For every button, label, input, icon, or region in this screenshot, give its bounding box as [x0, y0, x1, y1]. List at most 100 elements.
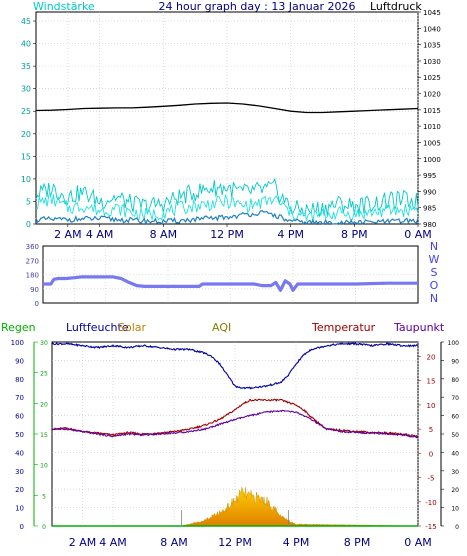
compass-label-n-bottom: N [430, 292, 438, 305]
pressure-y-tick-label: 1005 [423, 139, 441, 147]
solar-y-tick-label: 0 [455, 524, 459, 531]
solar-y-tick-label: 20 [451, 487, 459, 494]
pressure-y-tick-label: 980 [423, 221, 436, 229]
humidity-y-tick-label: 100 [11, 339, 24, 347]
wind-x-tick-label: 12 PM [210, 228, 244, 241]
rain-y-tick-label: 15 [40, 432, 48, 439]
direction-y-tick-label: 0 [35, 300, 39, 308]
combo-x-tick-label: 8 PM [344, 536, 371, 549]
solar-y-tick-label: 40 [451, 450, 459, 457]
solar-y-tick-label: 90 [451, 358, 459, 365]
temperature-y-tick-label: -10 [425, 499, 436, 507]
legend-taupunkt: Taupunkt [393, 321, 445, 334]
compass-label-n-top: N [430, 240, 438, 253]
temperature-y-tick-label: -15 [425, 523, 436, 531]
temperature-y-tick-label: 10 [427, 402, 436, 410]
temperature-y-tick-label: 0 [429, 450, 433, 458]
combo-x-tick-label: 12 PM [218, 536, 252, 549]
pressure-y-tick-label: 1020 [423, 91, 441, 99]
rain-y-tick-label: 20 [40, 401, 48, 408]
humidity-y-tick-label: 10 [15, 505, 24, 513]
compass-label-s: S [431, 266, 438, 279]
wind-x-tick-label: 8 AM [150, 228, 178, 241]
pressure-y-tick-label: 1040 [423, 25, 441, 33]
wind-x-tick-label: 0 AM [404, 228, 432, 241]
pressure-y-tick-label: 1015 [423, 107, 441, 115]
humidity-y-tick-label: 50 [15, 431, 24, 439]
temperature-y-tick-label: -5 [428, 475, 435, 483]
wind-y-tick-label: 10 [21, 175, 31, 184]
pressure-y-tick-label: 1000 [423, 156, 441, 164]
solar-y-tick-label: 50 [451, 432, 459, 439]
legend-solar: Solar [118, 321, 147, 334]
direction-y-tick-label: 90 [30, 286, 39, 294]
humidity-y-tick-label: 30 [15, 468, 24, 476]
wind-y-tick-label: 5 [26, 197, 31, 206]
rain-y-tick-label: 0 [42, 524, 46, 531]
wind-y-tick-label: 45 [21, 17, 31, 26]
temperature-line [51, 398, 419, 438]
combo-x-tick-label: 0 AM [404, 536, 432, 549]
pressure-y-tick-label: 995 [423, 172, 436, 180]
humidity-y-tick-label: 90 [15, 357, 24, 365]
humidity-y-tick-label: 60 [15, 413, 24, 421]
pressure-y-tick-label: 1030 [423, 58, 441, 66]
wind-y-tick-label: 20 [21, 130, 31, 139]
wind-y-tick-label: 35 [21, 62, 31, 71]
rain-y-tick-label: 5 [42, 493, 46, 500]
temperature-y-tick-label: 20 [427, 354, 436, 362]
rain-y-tick-label: 10 [40, 463, 48, 470]
wind-direction-layer: 0 90 180 270 360 [26, 243, 418, 308]
wind-pressure-layer: 0510152025303540459809859909951000100510… [21, 9, 441, 241]
direction-y-tick-label: 360 [26, 243, 39, 251]
wind-y-tick-label: 30 [21, 85, 31, 94]
wind-y-tick-label: 40 [21, 40, 31, 49]
humidity-line [51, 342, 419, 390]
chart-title: 24 hour graph day : 13 Januar 2026 [159, 0, 356, 13]
pressure-y-tick-label: 1010 [423, 123, 441, 131]
humidity-y-tick-label: 20 [15, 486, 24, 494]
pressure-y-tick-label: 1025 [423, 74, 441, 82]
pressure-y-tick-label: 985 [423, 205, 436, 213]
solar-y-tick-label: 80 [451, 377, 459, 384]
direction-y-tick-label: 180 [26, 272, 39, 280]
wind-y-tick-label: 15 [21, 152, 31, 161]
wind-x-tick-label: 4 AM [86, 228, 114, 241]
solar-y-tick-label: 60 [451, 414, 459, 421]
rain-y-tick-label: 30 [40, 340, 48, 347]
wind-average-line [35, 210, 419, 226]
wind-x-tick-label: 8 PM [341, 228, 368, 241]
pressure-y-tick-label: 1035 [423, 42, 441, 50]
pressure-line [35, 102, 419, 114]
wind-gust-line [35, 177, 419, 218]
pressure-y-tick-label: 990 [423, 188, 436, 196]
temperature-y-tick-label: 15 [427, 378, 436, 386]
combo-x-tick-label: 8 AM [160, 536, 188, 549]
pressure-y-tick-label: 1045 [423, 9, 441, 17]
humidity-y-tick-label: 70 [15, 394, 24, 402]
wind-x-tick-label: 2 AM [54, 228, 82, 241]
legend-luftfeuchte: Luftfeuchte [66, 321, 129, 334]
humidity-y-tick-label: 40 [15, 449, 24, 457]
rain-y-tick-label: 25 [40, 371, 48, 378]
direction-y-tick-label: 270 [26, 257, 39, 265]
wind-axis-title: Windstärke [33, 0, 95, 13]
solar-y-tick-label: 70 [451, 395, 459, 402]
wind-y-tick-label: 0 [26, 220, 31, 229]
humidity-y-tick-label: 80 [15, 376, 24, 384]
solar-y-tick-label: 30 [451, 469, 459, 476]
wind-speed-line [35, 192, 419, 223]
compass-label-w: W [429, 253, 440, 266]
wind-direction-line [43, 275, 418, 292]
legend-aqi: AQI [212, 321, 231, 334]
combo-x-tick-label: 4 AM [99, 536, 127, 549]
legend-temperatur: Temperatur [311, 321, 376, 334]
solar-y-tick-label: 100 [448, 340, 460, 347]
combo-x-tick-label: 4 PM [283, 536, 310, 549]
combo-x-tick-label: 2 AM [69, 536, 97, 549]
humidity-y-tick-label: 0 [20, 523, 24, 531]
wind-y-tick-label: 25 [21, 107, 31, 116]
pressure-axis-title: Luftdruck [370, 0, 422, 13]
